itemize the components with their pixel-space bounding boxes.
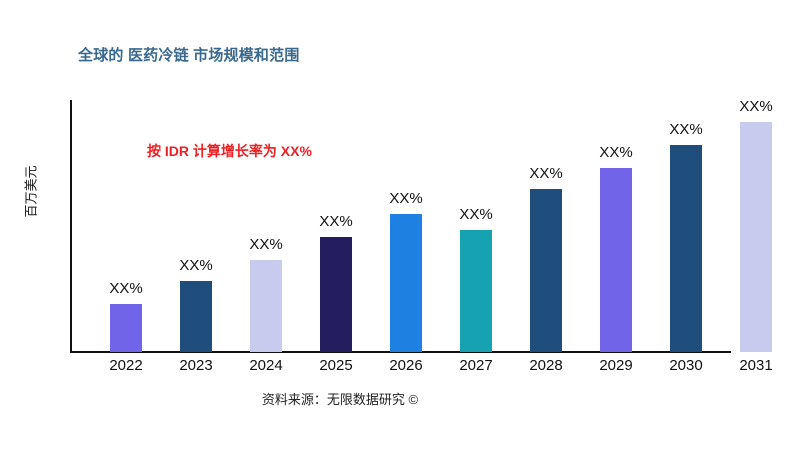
y-axis-label: 百万美元 [23, 165, 39, 218]
x-tick-2026: 2026 [389, 357, 423, 374]
bar-value-label-2027: XX% [459, 206, 493, 223]
bar-2030 [670, 145, 702, 352]
x-tick-2024: 2024 [249, 357, 283, 374]
x-axis-line [70, 351, 731, 353]
x-tick-2025: 2025 [319, 357, 353, 374]
y-axis-line [70, 100, 72, 353]
bar-value-label-2022: XX% [109, 280, 143, 297]
growth-rate-annotation: 按 IDR 计算增长率为 XX% [147, 143, 312, 159]
bar-2028 [530, 189, 562, 352]
x-tick-2022: 2022 [109, 357, 143, 374]
bar-2031 [740, 122, 772, 352]
bar-2023 [180, 281, 212, 352]
x-tick-2027: 2027 [459, 357, 493, 374]
bar-2026 [390, 214, 422, 352]
bar-2024 [250, 260, 282, 352]
bar-value-label-2031: XX% [739, 98, 773, 115]
bar-2029 [600, 168, 632, 352]
x-tick-2028: 2028 [529, 357, 563, 374]
x-tick-2031: 2031 [739, 357, 773, 374]
bar-2025 [320, 237, 352, 352]
bar-value-label-2025: XX% [319, 213, 353, 230]
bar-2027 [460, 230, 492, 352]
bar-value-label-2023: XX% [179, 257, 213, 274]
x-tick-2029: 2029 [599, 357, 633, 374]
bar-value-label-2028: XX% [529, 165, 563, 182]
bar-value-label-2026: XX% [389, 190, 423, 207]
bar-value-label-2030: XX% [669, 121, 703, 138]
bar-value-label-2024: XX% [249, 236, 283, 253]
bar-2022 [110, 304, 142, 352]
x-tick-2030: 2030 [669, 357, 703, 374]
x-tick-2023: 2023 [179, 357, 213, 374]
source-note: 资料来源：无限数据研究 © [261, 392, 419, 407]
chart-title: 全球的 医药冷链 市场规模和范围 [78, 47, 300, 64]
bar-value-label-2029: XX% [599, 144, 633, 161]
